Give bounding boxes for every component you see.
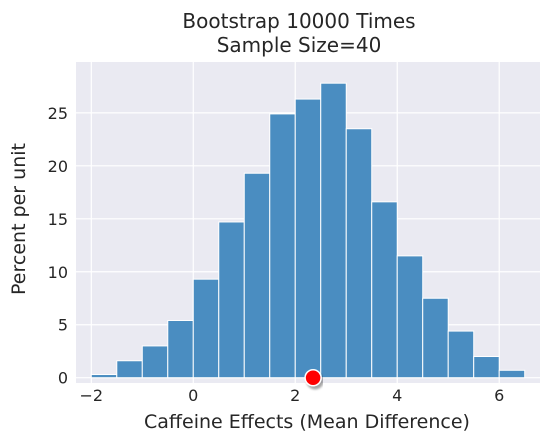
ticks: −2 0 2 4 6 0 5 10 15 20 25 (48, 104, 505, 405)
histogram-bar (345, 128, 373, 379)
x-tick-label: 4 (392, 386, 402, 405)
histogram-bar (396, 255, 424, 379)
histogram-bar (422, 297, 449, 379)
y-tick-label: 5 (58, 316, 68, 335)
histogram-bar (192, 278, 220, 379)
histogram-bar (243, 172, 271, 379)
y-axis-label: Percent per unit (8, 143, 30, 295)
x-tick-label: 6 (494, 386, 504, 405)
chart-title-line2: Sample Size=40 (217, 33, 382, 57)
y-tick-label: 0 (58, 369, 68, 388)
overlay (162, 368, 459, 387)
histogram-bar (498, 369, 526, 379)
y-tick-label: 25 (48, 104, 68, 123)
x-tick-label: 0 (188, 386, 198, 405)
chart-title-line1: Bootstrap 10000 Times (182, 9, 415, 33)
histogram-bar (447, 330, 475, 379)
histogram-bar (269, 113, 296, 379)
histogram-bar (167, 319, 194, 379)
x-tick-label: 2 (290, 386, 300, 405)
x-axis-label: Caffeine Effects (Mean Difference) (144, 411, 470, 433)
histogram-bar (320, 82, 347, 379)
histogram-bar (141, 345, 169, 379)
y-tick-label: 15 (48, 210, 68, 229)
histogram-bar (473, 356, 500, 379)
y-tick-label: 10 (48, 263, 68, 282)
histogram-bar (90, 374, 118, 379)
y-tick-label: 20 (48, 157, 68, 176)
histogram-bar (294, 98, 322, 379)
x-tick-label: −2 (79, 386, 103, 405)
histogram-bar (116, 360, 143, 379)
bars (90, 82, 526, 379)
histogram-bar (218, 221, 245, 379)
histogram-bar (371, 201, 398, 379)
observed-statistic-point (304, 368, 322, 387)
